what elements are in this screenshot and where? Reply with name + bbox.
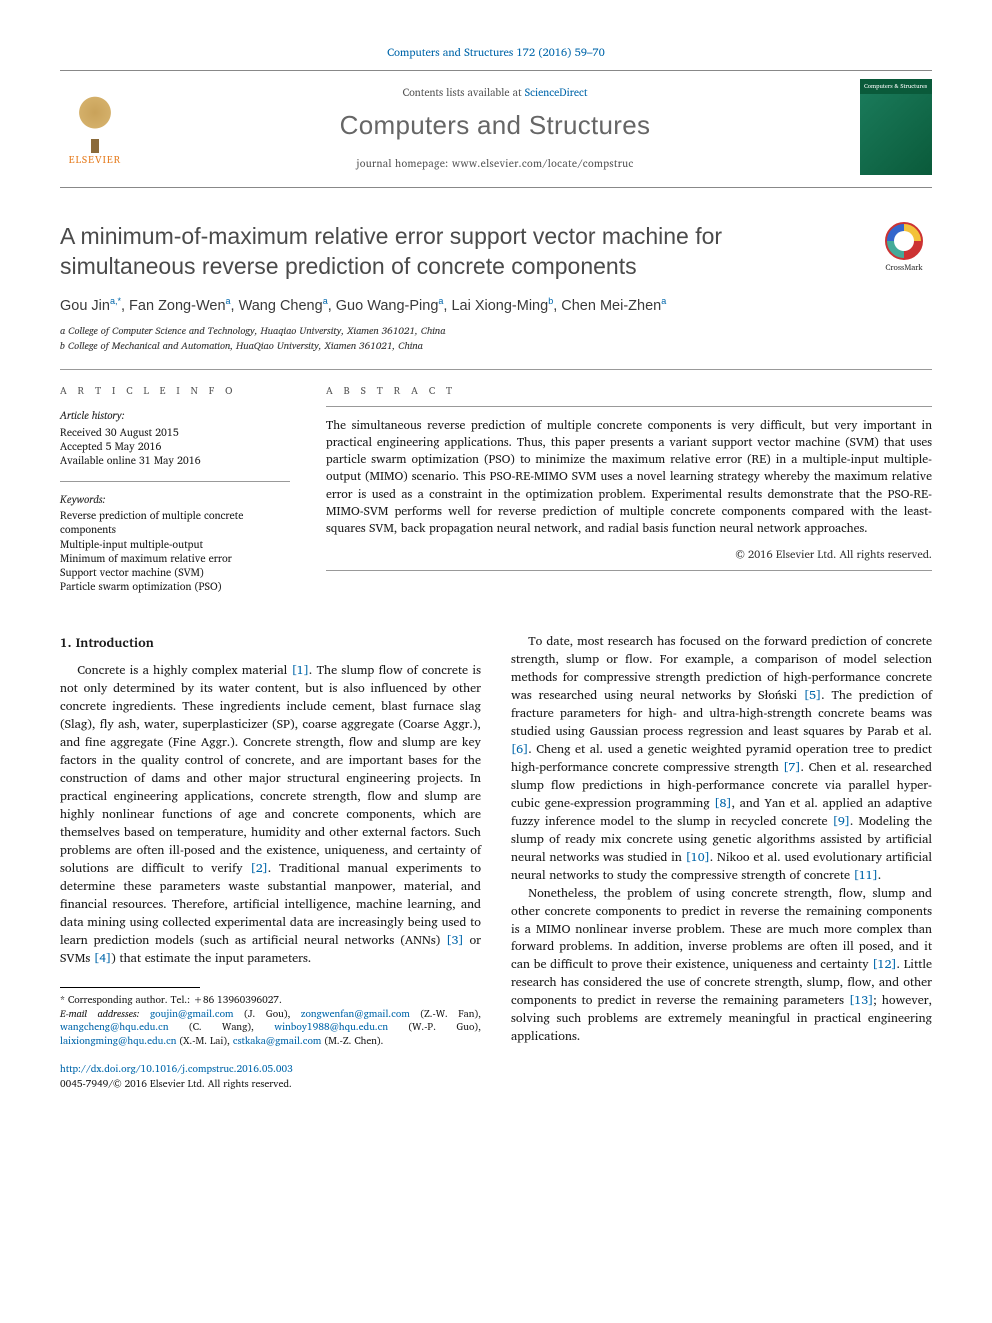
journal-header: ELSEVIER Contents lists available at Sci… <box>60 70 932 188</box>
keyword: Particle swarm optimization (PSO) <box>60 579 290 593</box>
cover-title: Computers & Structures <box>860 79 932 94</box>
history-online: Available online 31 May 2016 <box>60 453 290 467</box>
article-history: Article history: Received 30 August 2015… <box>60 408 290 467</box>
paragraph: Nonetheless, the problem of using concre… <box>511 885 932 1047</box>
email-addresses: E-mail addresses: goujin@gmail.com (J. G… <box>60 1008 481 1049</box>
affiliations: a College of Computer Science and Techno… <box>60 324 932 353</box>
email-name: (M.-Z. Chen). <box>321 1033 383 1049</box>
text-run: Nonetheless, the problem of using concre… <box>511 883 932 975</box>
email-link[interactable]: cstkaka@gmail.com <box>233 1033 322 1049</box>
keywords-head: Keywords: <box>60 492 290 506</box>
issn-line: 0045-7949/© 2016 Elsevier Ltd. All right… <box>60 1077 481 1092</box>
affiliation-a: a College of Computer Science and Techno… <box>60 324 932 338</box>
crossmark-widget[interactable]: CrossMark <box>876 222 932 273</box>
footnote-separator <box>60 987 200 988</box>
sciencedirect-link[interactable]: ScienceDirect <box>525 83 588 101</box>
email-name: (W.-P. Guo), <box>388 1019 481 1035</box>
journal-homepage: journal homepage: www.elsevier.com/locat… <box>144 156 846 171</box>
body-column-right: To date, most research has focused on th… <box>511 633 932 1091</box>
history-head: Article history: <box>60 408 290 422</box>
copyright-line: © 2016 Elsevier Ltd. All rights reserved… <box>326 547 932 562</box>
elsevier-tree-icon <box>69 93 121 149</box>
affiliation-b: b College of Mechanical and Automation, … <box>60 339 932 353</box>
ref-link[interactable]: [4] <box>94 948 111 968</box>
abstract-text: The simultaneous reverse prediction of m… <box>326 417 932 536</box>
body-column-left: 1. Introduction Concrete is a highly com… <box>60 633 481 1091</box>
contents-available: Contents lists available at ScienceDirec… <box>144 85 846 100</box>
ref-link[interactable]: [3] <box>446 930 463 950</box>
publisher-name: ELSEVIER <box>69 153 121 167</box>
article-title: A minimum-of-maximum relative error supp… <box>60 222 860 281</box>
email-link[interactable]: laixiongming@hqu.edu.cn <box>60 1033 176 1049</box>
article-info-label: A R T I C L E I N F O <box>60 384 290 398</box>
citation-line: Computers and Structures 172 (2016) 59–7… <box>60 45 932 60</box>
paragraph: Concrete is a highly complex material [1… <box>60 662 481 967</box>
homepage-prefix: journal homepage: <box>356 154 451 172</box>
email-name: (X.-M. Lai), <box>176 1033 232 1049</box>
doi-link[interactable]: http://dx.doi.org/10.1016/j.compstruc.20… <box>60 1061 293 1077</box>
crossmark-icon <box>885 222 923 260</box>
homepage-url[interactable]: www.elsevier.com/locate/compstruc <box>452 154 634 172</box>
text-run: ) that estimate the input parameters. <box>111 948 311 968</box>
keywords-block: Keywords: Reverse prediction of multiple… <box>60 492 290 593</box>
journal-title: Computers and Structures <box>144 107 846 143</box>
footnotes: * Corresponding author. Tel.: +86 139603… <box>60 994 481 1048</box>
paragraph: To date, most research has focused on th… <box>511 633 932 884</box>
divider <box>60 369 932 370</box>
keyword: Reverse prediction of multiple concrete … <box>60 508 290 536</box>
abstract-label: A B S T R A C T <box>326 384 932 398</box>
journal-cover-thumb: Computers & Structures <box>860 79 932 175</box>
doi-block: http://dx.doi.org/10.1016/j.compstruc.20… <box>60 1062 481 1091</box>
text-run: . The slump flow of concrete is not only… <box>60 660 481 877</box>
contents-prefix: Contents lists available at <box>403 83 525 101</box>
crossmark-label: CrossMark <box>876 262 932 273</box>
elsevier-logo: ELSEVIER <box>60 87 130 167</box>
author-list: Gou Jina,*, Fan Zong-Wena, Wang Chenga, … <box>60 295 932 316</box>
section-heading: 1. Introduction <box>60 633 481 652</box>
